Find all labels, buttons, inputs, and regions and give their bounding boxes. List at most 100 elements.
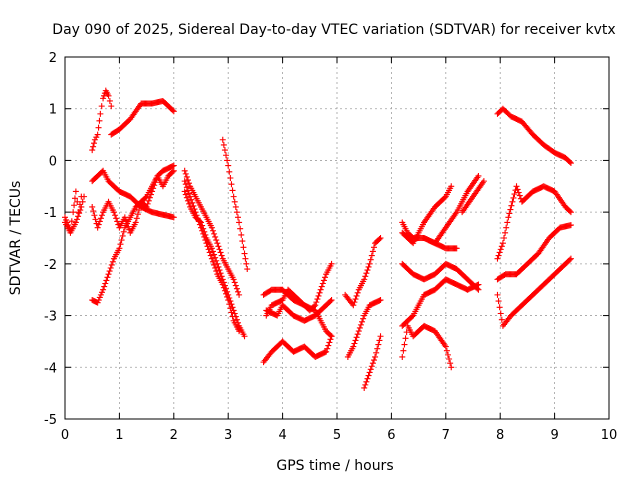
y-tick-label: -1 (44, 206, 57, 221)
data-point (95, 221, 102, 228)
data-point (183, 194, 190, 201)
data-point (113, 215, 120, 222)
data-point (506, 210, 513, 217)
data-point (93, 134, 100, 141)
data-point (182, 170, 189, 177)
data-point (241, 333, 248, 340)
data-point (112, 212, 119, 219)
data-point (328, 297, 335, 304)
data-point (224, 293, 231, 300)
data-point (373, 349, 380, 356)
y-tick-label: -2 (44, 258, 57, 273)
x-tick-label: 6 (387, 428, 395, 443)
data-point (143, 203, 150, 210)
data-point (511, 191, 518, 198)
data-point (497, 310, 504, 317)
data-point (205, 246, 212, 253)
data-point (499, 240, 506, 247)
data-point (377, 333, 384, 340)
y-tick-label: -5 (44, 413, 57, 428)
data-point (377, 297, 384, 304)
data-point (190, 202, 197, 209)
data-point (319, 280, 326, 287)
data-point (316, 289, 323, 296)
data-point (221, 147, 228, 154)
data-point (184, 197, 191, 204)
data-point (101, 283, 108, 290)
data-point (220, 284, 227, 291)
data-point (106, 97, 113, 104)
data-point (475, 172, 482, 179)
data-point (495, 298, 502, 305)
y-axis-label: SDTVAR / TECUs (8, 181, 24, 296)
data-point (97, 215, 104, 222)
data-point (208, 245, 215, 252)
data-point (133, 215, 140, 222)
data-point (328, 260, 335, 267)
data-point (370, 357, 377, 364)
y-tick-label: 1 (49, 103, 57, 118)
data-point (237, 225, 244, 232)
data-point (366, 369, 373, 376)
data-point (224, 157, 231, 164)
data-point (453, 245, 460, 252)
y-tick-label: 2 (49, 51, 57, 66)
data-point (236, 219, 243, 226)
x-tick-label: 2 (170, 428, 178, 443)
data-point (170, 108, 177, 115)
data-point (219, 136, 226, 143)
data-point (72, 188, 79, 195)
data-point (170, 162, 177, 169)
data-point (142, 194, 149, 201)
data-point (98, 212, 105, 219)
data-point (74, 198, 81, 205)
data-point (182, 181, 189, 188)
data-point (96, 218, 103, 225)
data-point (313, 299, 320, 306)
data-point (324, 345, 331, 352)
data-point (234, 288, 241, 295)
data-point (218, 252, 225, 259)
data-point (211, 251, 218, 258)
data-point (96, 294, 103, 301)
data-point (212, 264, 219, 271)
data-point (209, 258, 216, 265)
data-point (496, 249, 503, 256)
data-point (365, 263, 372, 270)
data-point (201, 233, 208, 240)
data-point (225, 162, 232, 169)
data-point (325, 342, 332, 349)
data-point (507, 206, 514, 213)
data-point (233, 209, 240, 216)
y-tick-label: -3 (44, 310, 57, 325)
data-point (95, 297, 102, 304)
data-point (374, 345, 381, 352)
data-point (362, 273, 369, 280)
data-point (91, 140, 98, 147)
data-point (322, 274, 329, 281)
data-point (206, 249, 213, 256)
data-point (194, 215, 201, 222)
data-point (399, 353, 406, 360)
x-tick-label: 4 (278, 428, 286, 443)
data-point (214, 260, 221, 267)
data-point (369, 360, 376, 367)
data-point (226, 301, 233, 308)
x-tick-label: 7 (442, 428, 450, 443)
data-point (402, 335, 409, 342)
data-point (236, 291, 243, 298)
data-point (186, 190, 193, 197)
data-point (448, 183, 455, 190)
data-point (320, 277, 327, 284)
data-point (121, 214, 128, 221)
data-point (367, 256, 374, 263)
data-point (567, 160, 574, 167)
data-point (184, 177, 191, 184)
data-point (363, 270, 370, 277)
data-point (509, 198, 516, 205)
data-point (90, 208, 97, 215)
data-point (188, 196, 195, 203)
data-point (212, 254, 219, 261)
data-point (68, 218, 75, 225)
data-point (355, 328, 362, 335)
